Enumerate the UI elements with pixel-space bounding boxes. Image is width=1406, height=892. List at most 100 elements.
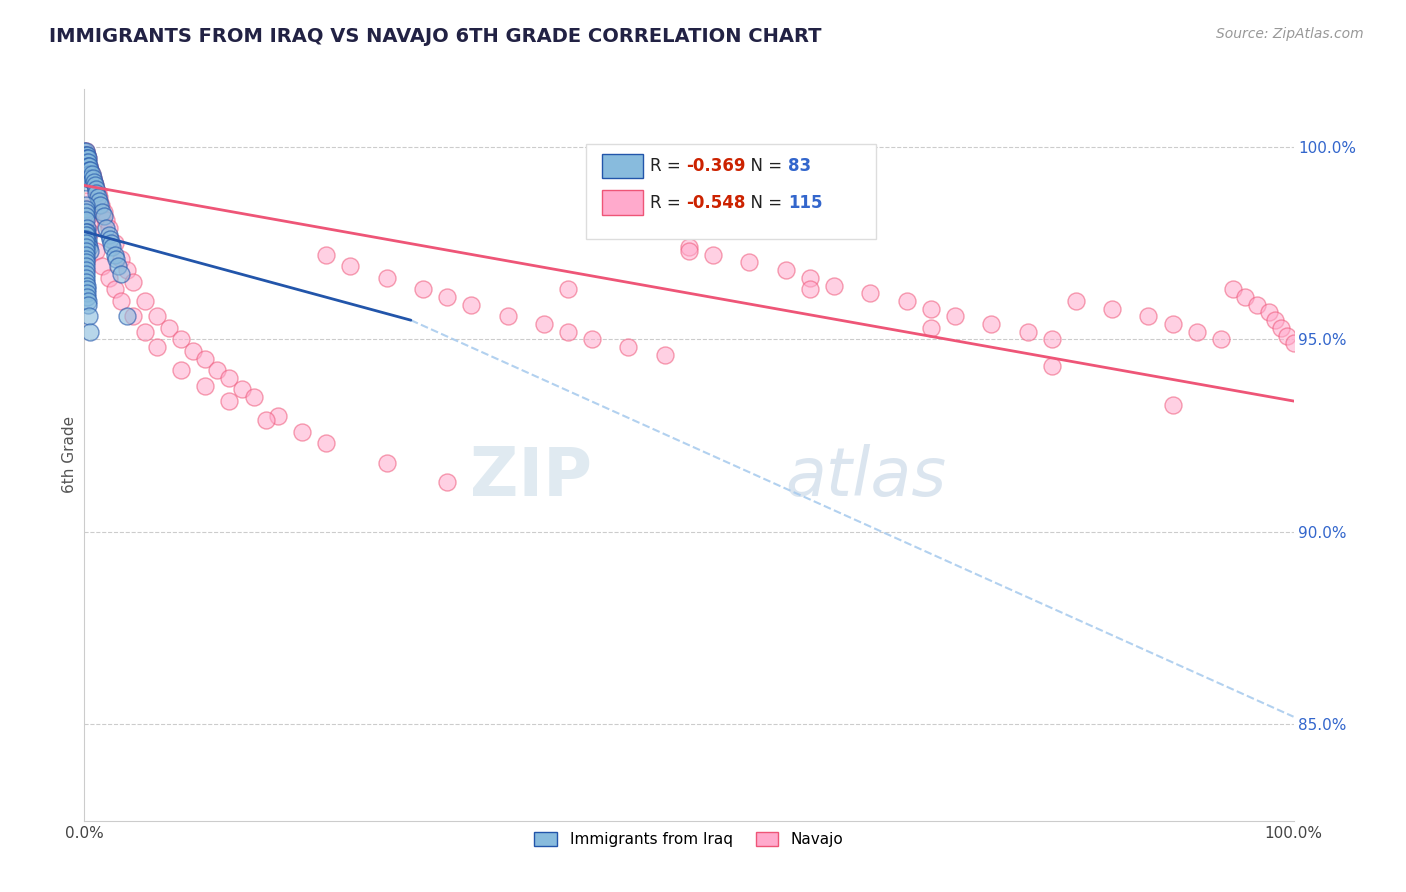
Point (75, 155, 97, 169)
Point (77, 159, 100, 173)
Point (75, 175, 97, 189)
Point (799, 270, 821, 285)
Point (77, 217, 100, 231)
Point (77, 240, 100, 254)
Point (76, 159, 98, 173)
Point (104, 282, 127, 296)
Point (943, 310, 966, 324)
Point (83, 175, 105, 189)
Point (86, 182, 108, 196)
Point (146, 310, 169, 324)
Point (1161, 398, 1184, 412)
Point (76, 228, 98, 243)
Point (76, 225, 98, 239)
Point (315, 436, 337, 450)
Point (76, 152, 98, 166)
Point (134, 293, 156, 308)
Y-axis label: 6th Grade: 6th Grade (62, 417, 77, 493)
Point (86, 186, 108, 201)
Point (896, 293, 918, 308)
Point (86, 182, 108, 196)
Point (73, 144, 96, 158)
Point (75, 267, 97, 281)
Point (75, 197, 97, 211)
Point (76, 147, 98, 161)
Point (97, 220, 120, 235)
Point (75, 228, 97, 243)
Point (110, 293, 132, 308)
Point (1270, 321, 1292, 335)
Point (1161, 317, 1184, 331)
Point (87, 194, 110, 208)
Text: Source: ZipAtlas.com: Source: ZipAtlas.com (1216, 27, 1364, 41)
Point (218, 371, 240, 385)
Point (79, 325, 101, 339)
Point (76, 163, 98, 178)
Text: atlas: atlas (786, 444, 946, 510)
Point (75, 155, 97, 169)
Point (94, 220, 117, 235)
Text: R =: R = (650, 194, 686, 211)
Point (94, 213, 117, 227)
Point (76, 167, 98, 181)
Point (115, 263, 138, 277)
Point (207, 363, 229, 377)
Point (76, 163, 98, 178)
Text: -0.548: -0.548 (686, 194, 747, 211)
Point (678, 244, 700, 258)
Point (89, 197, 111, 211)
Point (77, 298, 100, 312)
Point (75, 159, 97, 173)
Point (375, 270, 398, 285)
Point (73, 152, 96, 166)
Point (76, 159, 98, 173)
Point (75, 152, 97, 166)
Point (75, 263, 97, 277)
Point (218, 394, 240, 409)
Point (75, 244, 97, 258)
Point (104, 248, 127, 262)
Point (1258, 305, 1281, 319)
Point (254, 413, 277, 427)
FancyBboxPatch shape (602, 153, 643, 178)
Point (77, 310, 100, 324)
Point (80, 167, 103, 181)
Point (73, 147, 96, 161)
Point (76, 155, 98, 169)
Point (110, 252, 132, 266)
Point (75, 155, 97, 169)
Point (77, 152, 100, 166)
Point (557, 282, 579, 296)
Point (76, 278, 98, 293)
Point (460, 298, 482, 312)
Point (1064, 293, 1087, 308)
Point (1222, 282, 1244, 296)
Point (436, 290, 458, 304)
Point (315, 248, 337, 262)
Point (77, 232, 100, 246)
Point (75, 202, 97, 216)
Point (86, 186, 108, 201)
Point (75, 170, 97, 185)
Point (75, 167, 97, 181)
Point (76, 152, 98, 166)
Point (79, 170, 101, 185)
Point (75, 275, 97, 289)
Point (77, 163, 100, 178)
Point (775, 263, 797, 277)
Point (79, 163, 101, 178)
Point (920, 301, 942, 316)
Point (75, 194, 97, 208)
Point (75, 159, 97, 173)
Point (920, 321, 942, 335)
Point (654, 348, 676, 362)
Point (533, 317, 555, 331)
Point (115, 310, 138, 324)
Point (678, 240, 700, 254)
Point (1264, 313, 1286, 327)
Point (231, 383, 253, 397)
Point (75, 260, 97, 274)
Point (194, 378, 217, 392)
Point (91, 205, 114, 219)
Point (79, 170, 101, 185)
